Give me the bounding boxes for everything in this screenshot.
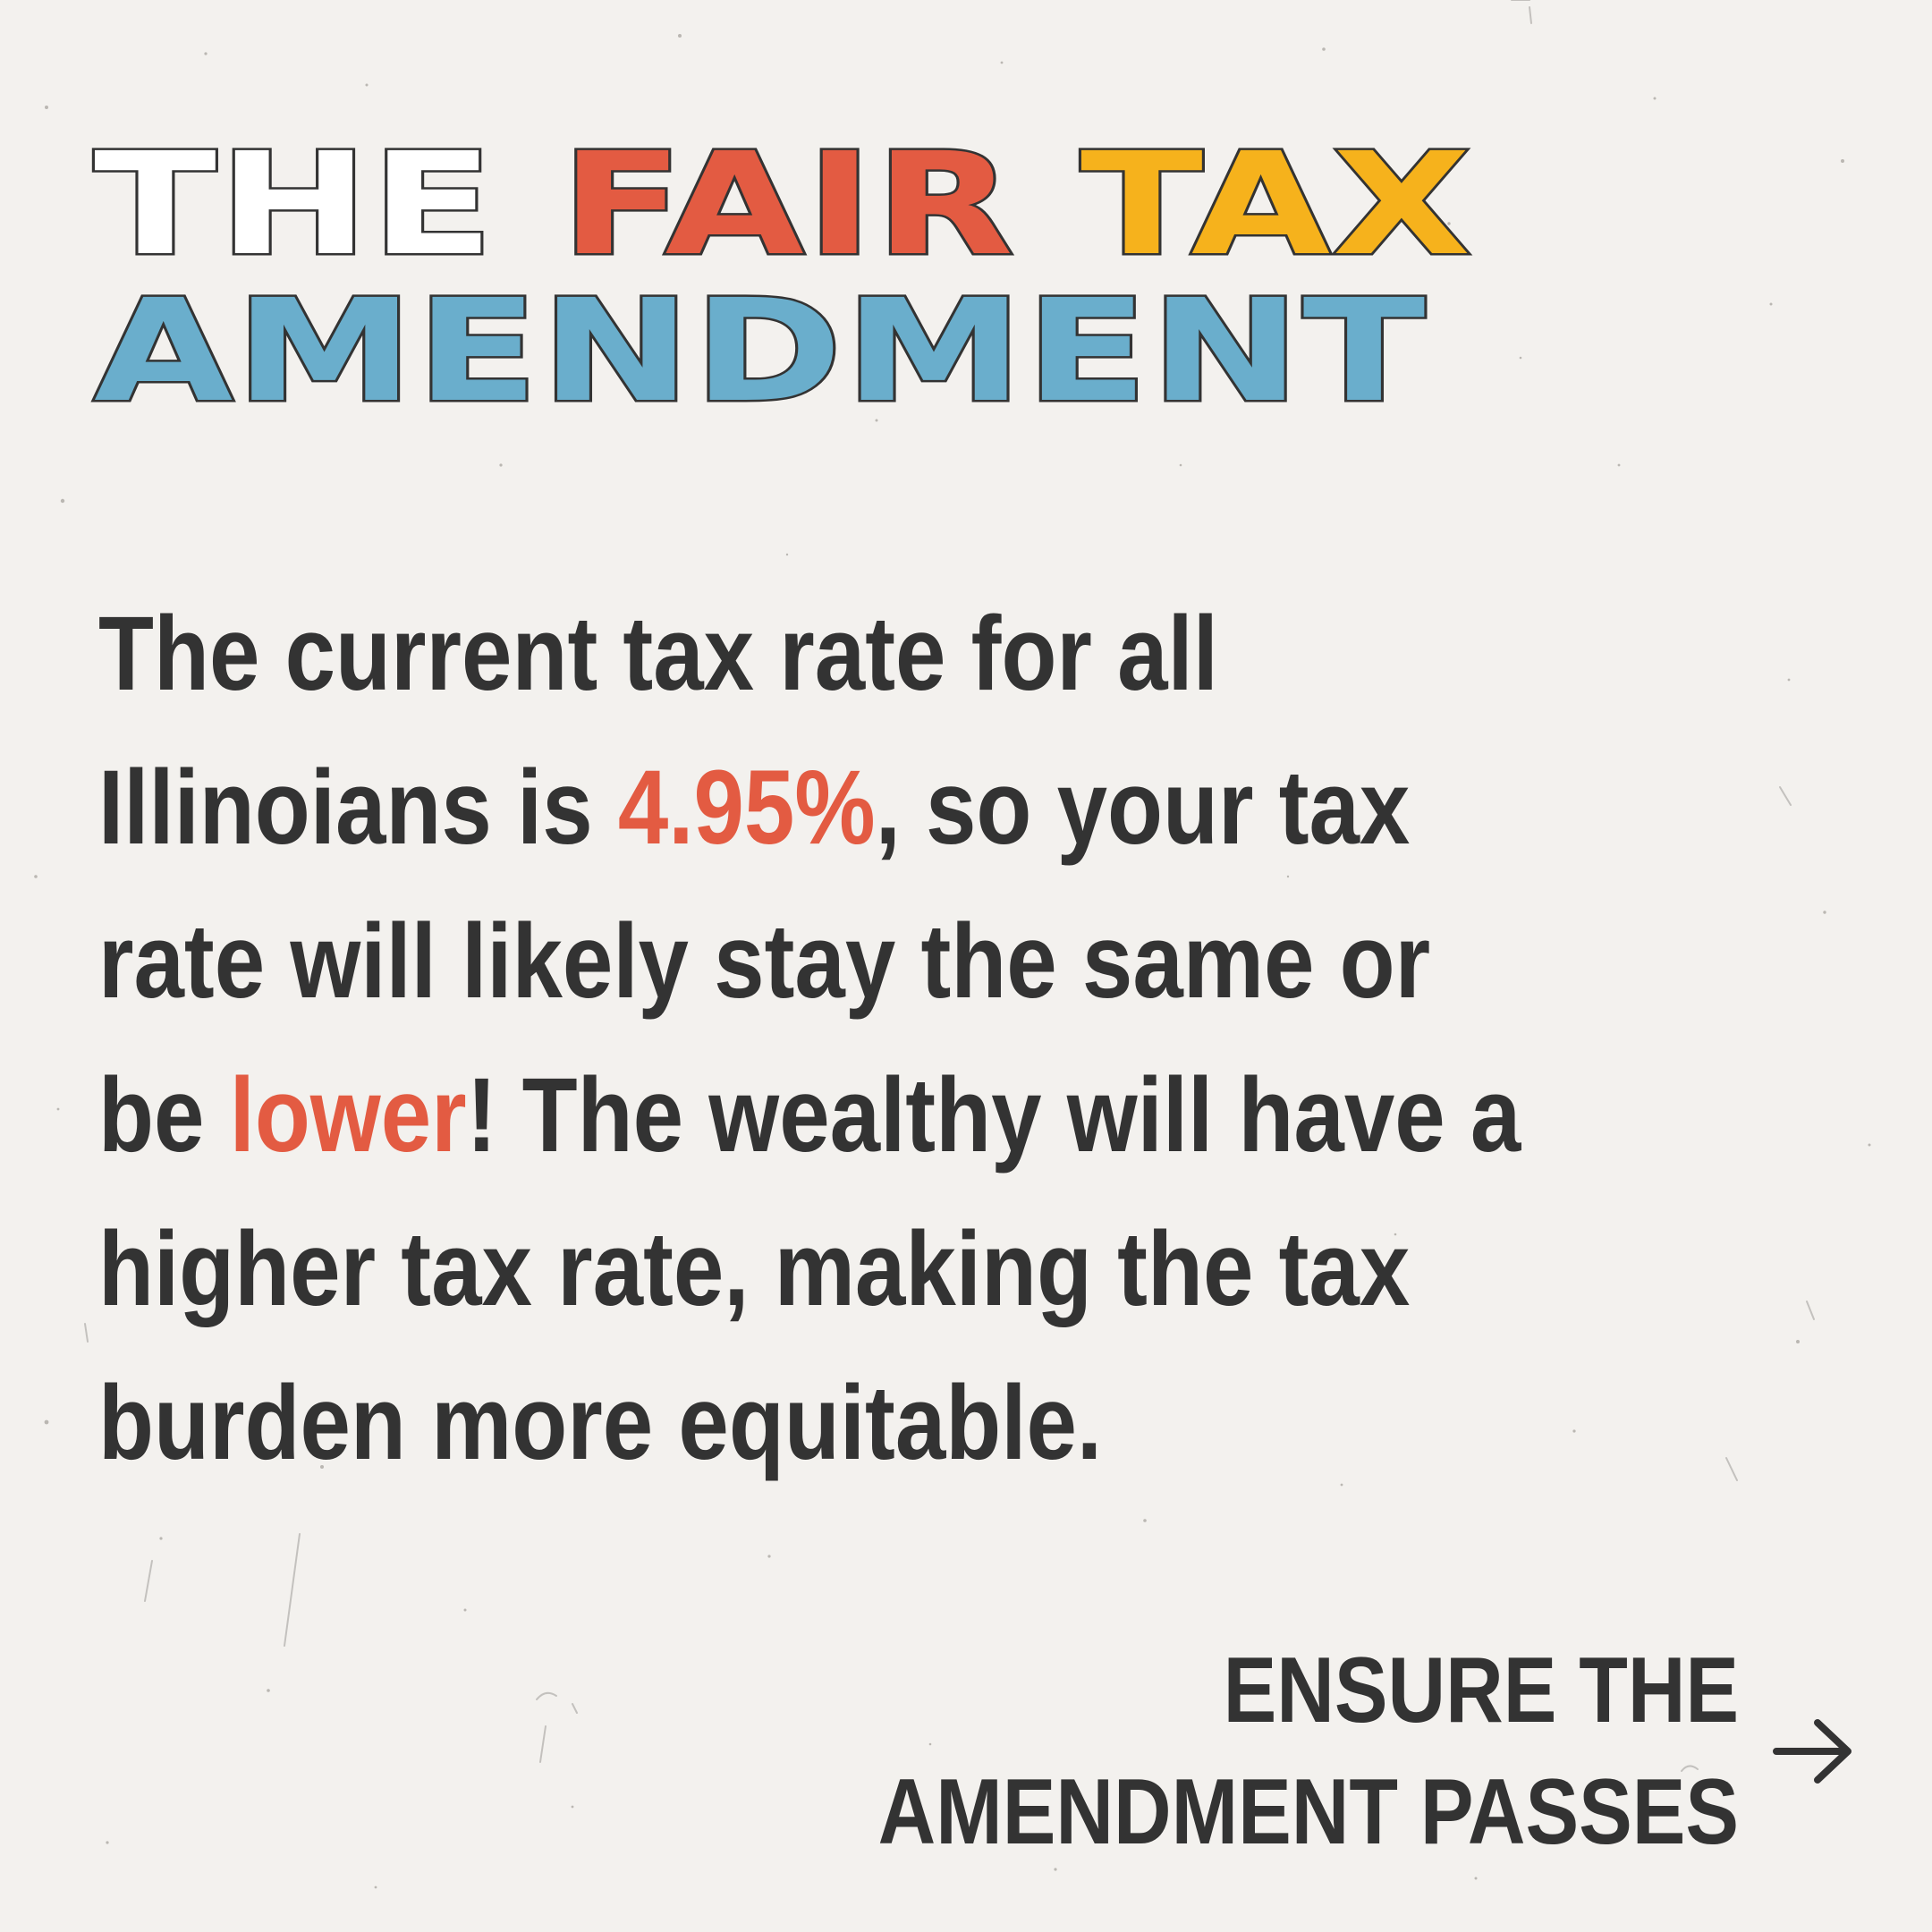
headline: THE FAIR TAX AMENDMENT: [91, 132, 1474, 434]
body-line-1: The current tax rate for all: [98, 595, 1218, 713]
body-line-6: burden more equitable.: [98, 1364, 1103, 1482]
body-line-2-end: , so your tax: [875, 749, 1411, 867]
body-line-4-end: ! The wealthy will have a: [466, 1056, 1521, 1174]
body-line-4: be lower! The wealthy will have a: [98, 1038, 1606, 1192]
body-line-5: higher tax rate, making the tax: [98, 1210, 1411, 1328]
body-line-2: Illinoians is 4.95%, so your tax: [98, 731, 1606, 885]
headline-word-fair: FAIR: [558, 123, 1016, 287]
headline-word-the: THE: [91, 123, 496, 287]
body-paragraph: The current tax rate for all Illinoians …: [98, 577, 1606, 1500]
cta-line-2: AMENDMENT PASSES: [877, 1760, 1739, 1864]
tax-rate-highlight: 4.95%: [617, 749, 876, 867]
cta-link[interactable]: ENSURE THE AMENDMENT PASSES: [738, 1630, 1857, 1873]
arrow-right-icon[interactable]: [1771, 1708, 1857, 1794]
headline-word-tax: TAX: [1078, 123, 1474, 287]
body-line-2-start: Illinoians is: [98, 749, 618, 867]
body-line-4-start: be: [98, 1056, 230, 1174]
headline-line-1: THE FAIR TAX: [91, 132, 1474, 278]
headline-word-amendment: AMENDMENT: [91, 269, 1428, 434]
cta-line-1: ENSURE THE: [1223, 1639, 1739, 1742]
cta-text: ENSURE THE AMENDMENT PASSES: [878, 1630, 1739, 1873]
body-line-3: rate will likely stay the same or: [98, 902, 1431, 1021]
lower-highlight: lower: [229, 1056, 467, 1174]
